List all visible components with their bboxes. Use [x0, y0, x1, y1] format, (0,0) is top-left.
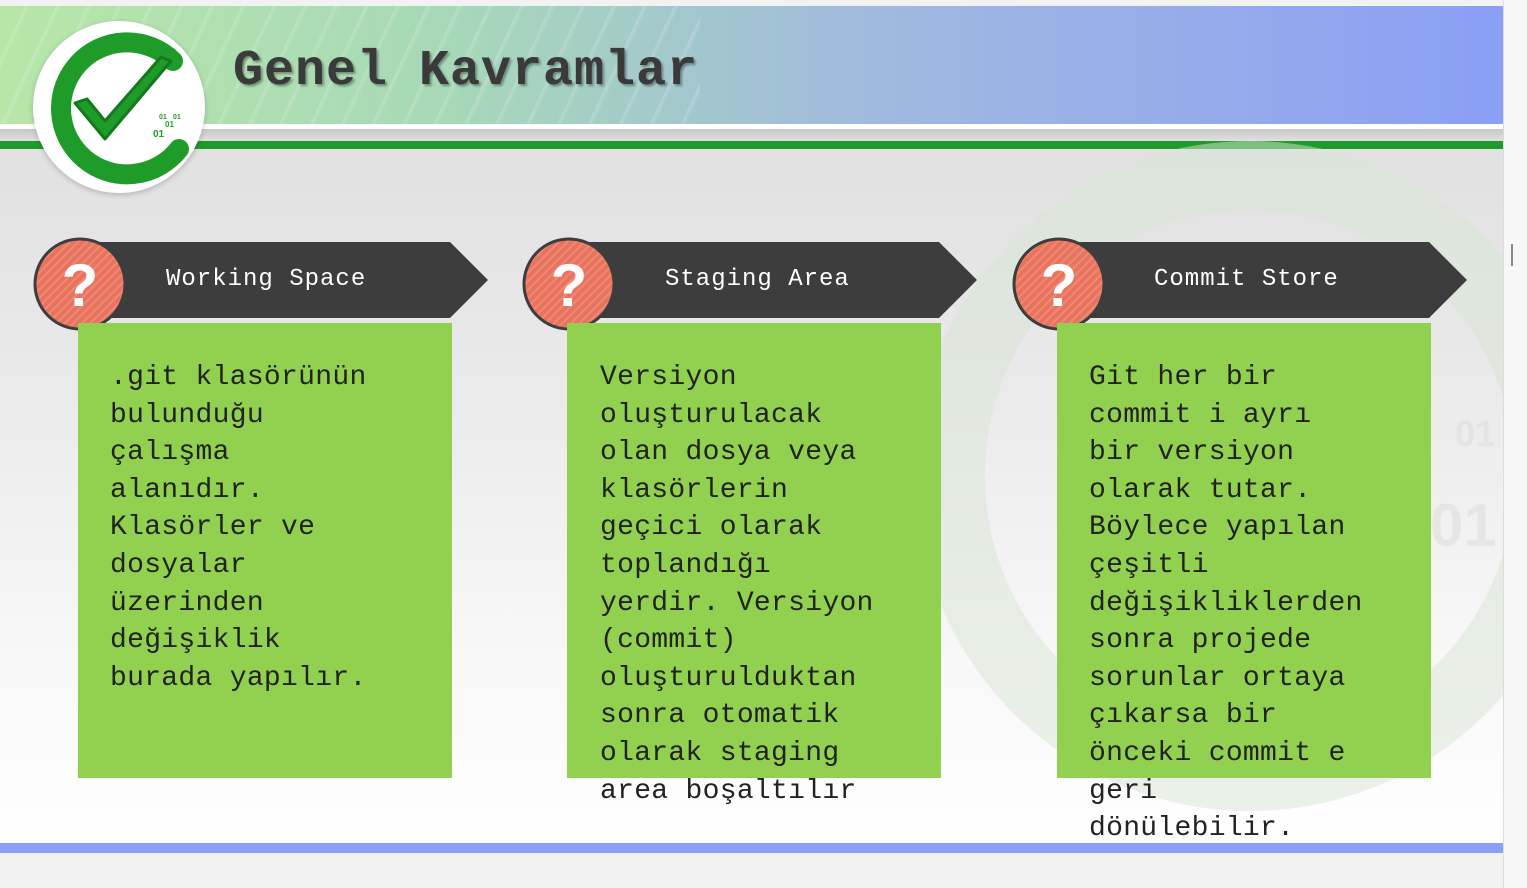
header-band — [0, 6, 1503, 124]
card-header-commit-store: Commit Store ? — [1012, 237, 1469, 331]
svg-text:01: 01 — [153, 129, 165, 140]
svg-text:?: ? — [1041, 252, 1078, 319]
card-header-staging-area: Staging Area ? — [522, 237, 979, 331]
card-text: Versiyon oluşturulacak olan dosya veya k… — [600, 362, 874, 807]
scrollbar-thumb[interactable] — [1511, 244, 1513, 266]
question-mark-icon: ? — [1012, 237, 1106, 331]
card-body-commit-store — [1057, 323, 1431, 778]
card-body-working-space — [78, 323, 452, 778]
svg-text:01: 01 — [1455, 413, 1495, 454]
card-title: Commit Store — [1154, 266, 1339, 293]
header-divider — [0, 124, 1503, 129]
header-shadow — [0, 129, 1503, 141]
svg-text:01: 01 — [173, 114, 181, 121]
window-top-border — [0, 0, 1503, 6]
footer-bar — [0, 843, 1503, 853]
card-text: Git her bir commit i ayrı bir versiyon o… — [1089, 362, 1363, 845]
page-title: Genel Kavramlar — [233, 43, 699, 100]
slide: 01 01 Genel Kavramlar 01 01 01 01 Workin… — [0, 6, 1503, 853]
header-green-rule — [0, 141, 1503, 149]
svg-text:01: 01 — [165, 120, 174, 129]
svg-text:?: ? — [62, 252, 99, 319]
card-text: .git klasörünün bulunduğu çalışma alanıd… — [110, 362, 367, 694]
card-title: Working Space — [166, 266, 367, 293]
question-mark-icon: ? — [33, 237, 127, 331]
card-body-staging-area — [567, 323, 941, 778]
card-header-working-space: Working Space ? — [33, 237, 490, 331]
svg-text:?: ? — [551, 252, 588, 319]
vertical-scrollbar[interactable] — [1503, 0, 1527, 888]
checkmark-logo-icon: 01 01 01 01 — [33, 21, 205, 193]
card-title: Staging Area — [665, 266, 850, 293]
question-mark-icon: ? — [522, 237, 616, 331]
svg-text:01: 01 — [1430, 492, 1497, 559]
svg-text:01: 01 — [159, 114, 167, 121]
